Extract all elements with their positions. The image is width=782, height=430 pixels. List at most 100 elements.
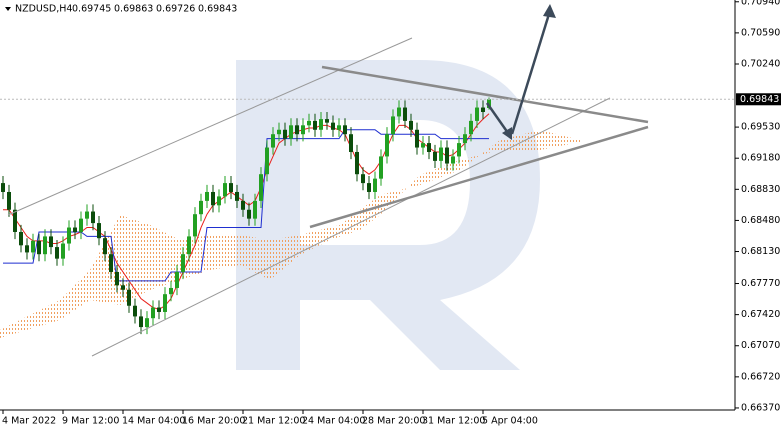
ichimoku-cloud [0, 130, 580, 338]
y-tick-label: 0.66370 [741, 402, 780, 413]
candle-body [373, 178, 377, 192]
candle-body [331, 122, 335, 130]
indicator-line [3, 113, 490, 310]
candle-body [457, 143, 461, 157]
candle-body [385, 134, 389, 157]
candle-body [319, 119, 323, 130]
candle-body [469, 120, 473, 135]
candle-body [355, 151, 359, 175]
y-tick-label: 0.70240 [741, 58, 780, 69]
candle-body [25, 245, 29, 253]
candle-body [439, 147, 443, 161]
candle-body [487, 99, 491, 108]
drawings [7, 4, 649, 357]
candle-body [415, 129, 419, 148]
candle-body [193, 214, 197, 237]
candle-body [199, 200, 203, 215]
candle-body [289, 125, 293, 139]
y-tick-label: 0.66720 [741, 371, 780, 382]
channel-lower [91, 97, 611, 357]
x-tick-label: 31 Mar 12:00 [422, 416, 485, 427]
x-tick-label: 5 Apr 04:00 [482, 416, 538, 427]
candle-body [31, 240, 35, 253]
last-price-box [736, 93, 781, 106]
candle-body [37, 240, 41, 255]
candle-body [379, 156, 383, 179]
candle-body [277, 129, 281, 135]
last-price-label: 0.69843 [740, 94, 779, 105]
candle-body [97, 223, 101, 239]
y-tick-label: 0.68130 [741, 246, 780, 257]
candle-body [217, 196, 221, 206]
arrow-down [485, 102, 510, 134]
candle-body [163, 294, 167, 312]
candle-body [13, 209, 17, 232]
candle-body [271, 134, 275, 148]
candle-body [403, 107, 407, 121]
candle-body [295, 125, 299, 135]
candle-body [481, 107, 485, 112]
y-tick-label: 0.68480 [741, 215, 780, 226]
candle-body [229, 183, 233, 192]
candle-body [115, 271, 119, 286]
candle-body [103, 238, 107, 255]
candle-body [433, 151, 437, 161]
candle-body [349, 134, 353, 152]
candle-body [139, 316, 143, 328]
menu-icon [5, 7, 11, 11]
candle-body [253, 200, 257, 219]
candle-body [361, 174, 365, 184]
candle-body [55, 247, 59, 259]
indicator-line [3, 129, 489, 282]
candle-body [421, 143, 425, 148]
candle-body [145, 318, 149, 328]
candle-body [19, 231, 23, 246]
candle-body [283, 129, 287, 139]
candle-body [211, 191, 215, 206]
candle-body [307, 120, 311, 126]
candle-body [265, 147, 269, 175]
x-tick-label: 21 Mar 12:00 [242, 416, 305, 427]
y-tick-label: 0.67420 [741, 309, 780, 320]
candle-body [49, 236, 53, 248]
y-tick-label: 0.68830 [741, 184, 780, 195]
candle-body [79, 218, 83, 232]
candle-body [241, 200, 245, 210]
candle-body [235, 191, 239, 201]
triangle-upper [321, 65, 649, 124]
candle-body [67, 227, 71, 244]
channel-upper [7, 37, 413, 216]
candle-body [91, 211, 95, 224]
candle-body [121, 285, 125, 290]
candle-body [301, 125, 305, 135]
candle-body [85, 211, 89, 219]
candle-body [7, 191, 11, 210]
x-tick-label: 14 Mar 04:00 [122, 416, 185, 427]
candle-body [187, 236, 191, 255]
candle-body [157, 307, 161, 312]
candle-body [391, 116, 395, 135]
candle-body [61, 243, 65, 259]
candle-body [175, 271, 179, 288]
arrow-up [510, 13, 551, 135]
y-tick-label: 0.69180 [741, 153, 780, 164]
x-tick-label: 16 Mar 20:00 [182, 416, 245, 427]
y-tick-label: 0.67070 [741, 340, 780, 351]
candle-body [259, 174, 263, 201]
candle-body [181, 254, 185, 272]
candle-body [247, 209, 251, 219]
y-tick-label: 0.67770 [741, 278, 780, 289]
arrow-head [502, 127, 512, 140]
candle-body [109, 254, 113, 272]
candle-body [223, 183, 227, 197]
candle-body [475, 107, 479, 121]
x-tick-label: 28 Mar 20:00 [362, 416, 425, 427]
candle-body [1, 183, 5, 192]
candle-body [133, 305, 137, 317]
triangle-lower [309, 125, 649, 229]
y-tick-label: 0.70940 [741, 0, 780, 7]
candle-body [427, 143, 431, 152]
header-price: 0.69745 [72, 4, 111, 15]
